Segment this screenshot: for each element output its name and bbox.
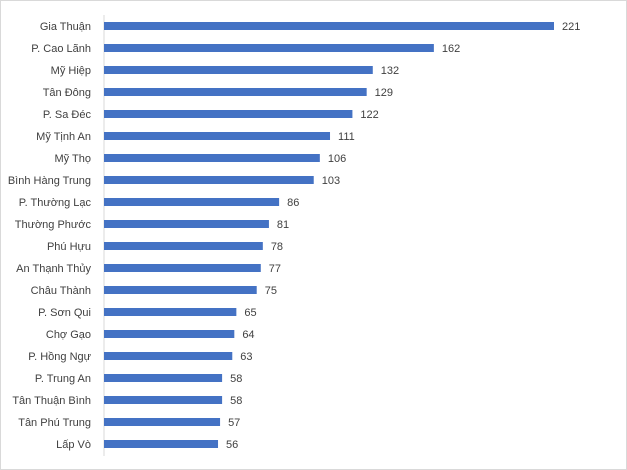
bar <box>104 374 223 382</box>
bar <box>104 286 257 294</box>
category-label: Chợ Gạo <box>46 329 91 341</box>
value-label: 77 <box>269 263 281 275</box>
bar <box>104 198 280 206</box>
bar <box>104 418 221 426</box>
category-label: Gia Thuận <box>40 21 91 33</box>
bar <box>104 154 320 162</box>
bar <box>104 88 367 96</box>
category-label: An Thạnh Thủy <box>16 263 91 275</box>
category-label: P. Trung An <box>35 373 91 385</box>
value-label: 63 <box>240 351 252 363</box>
value-label: 86 <box>287 197 299 209</box>
category-label: P. Cao Lãnh <box>31 43 91 55</box>
category-label: Thường Phước <box>15 219 92 231</box>
category-label: Mỹ Tịnh An <box>36 131 91 143</box>
value-label: 81 <box>277 219 289 231</box>
bar <box>104 176 314 184</box>
bar <box>104 352 233 360</box>
value-label: 122 <box>360 109 378 121</box>
category-label: Tân Phú Trung <box>18 417 91 429</box>
bar <box>104 132 331 140</box>
value-label: 75 <box>265 285 277 297</box>
category-label: Lấp Vò <box>56 439 91 451</box>
category-label: Mỹ Hiệp <box>51 65 91 77</box>
bar <box>104 396 223 404</box>
value-label: 106 <box>328 153 346 165</box>
value-label: 111 <box>338 131 355 143</box>
value-label: 129 <box>375 87 393 99</box>
bar <box>104 440 219 448</box>
category-label: Tân Đông <box>43 87 91 99</box>
value-label: 162 <box>442 43 460 55</box>
bar <box>104 330 235 338</box>
value-label: 64 <box>242 329 254 341</box>
bar <box>104 308 237 316</box>
category-label: Tân Thuận Bình <box>12 395 91 407</box>
category-label: Phú Hựu <box>47 241 91 253</box>
value-label: 58 <box>230 395 242 407</box>
value-label: 58 <box>230 373 242 385</box>
value-label: 103 <box>322 175 340 187</box>
bar <box>104 264 261 272</box>
category-label: Bình Hàng Trung <box>8 175 91 187</box>
value-label: 132 <box>381 65 399 77</box>
category-label: Mỹ Thọ <box>55 153 91 165</box>
value-label: 65 <box>244 307 256 319</box>
category-label: P. Thường Lạc <box>19 197 92 209</box>
value-label: 57 <box>228 417 240 429</box>
bar <box>104 22 554 30</box>
bar <box>104 242 263 250</box>
value-label: 78 <box>271 241 283 253</box>
bar <box>104 44 434 52</box>
bar <box>104 110 353 118</box>
category-label: P. Hồng Ngự <box>28 351 91 363</box>
value-label: 221 <box>562 21 580 33</box>
value-label: 56 <box>226 439 238 451</box>
bar <box>104 220 269 228</box>
category-label: P. Sơn Qui <box>38 307 91 319</box>
bars-layer: Gia Thuận 221 P. Cao Lãnh 162 Mỹ Hiệp 132 Tân … <box>8 21 581 451</box>
category-label: P. Sa Đéc <box>43 109 92 121</box>
bar <box>104 66 373 74</box>
category-label: Châu Thành <box>31 285 91 297</box>
